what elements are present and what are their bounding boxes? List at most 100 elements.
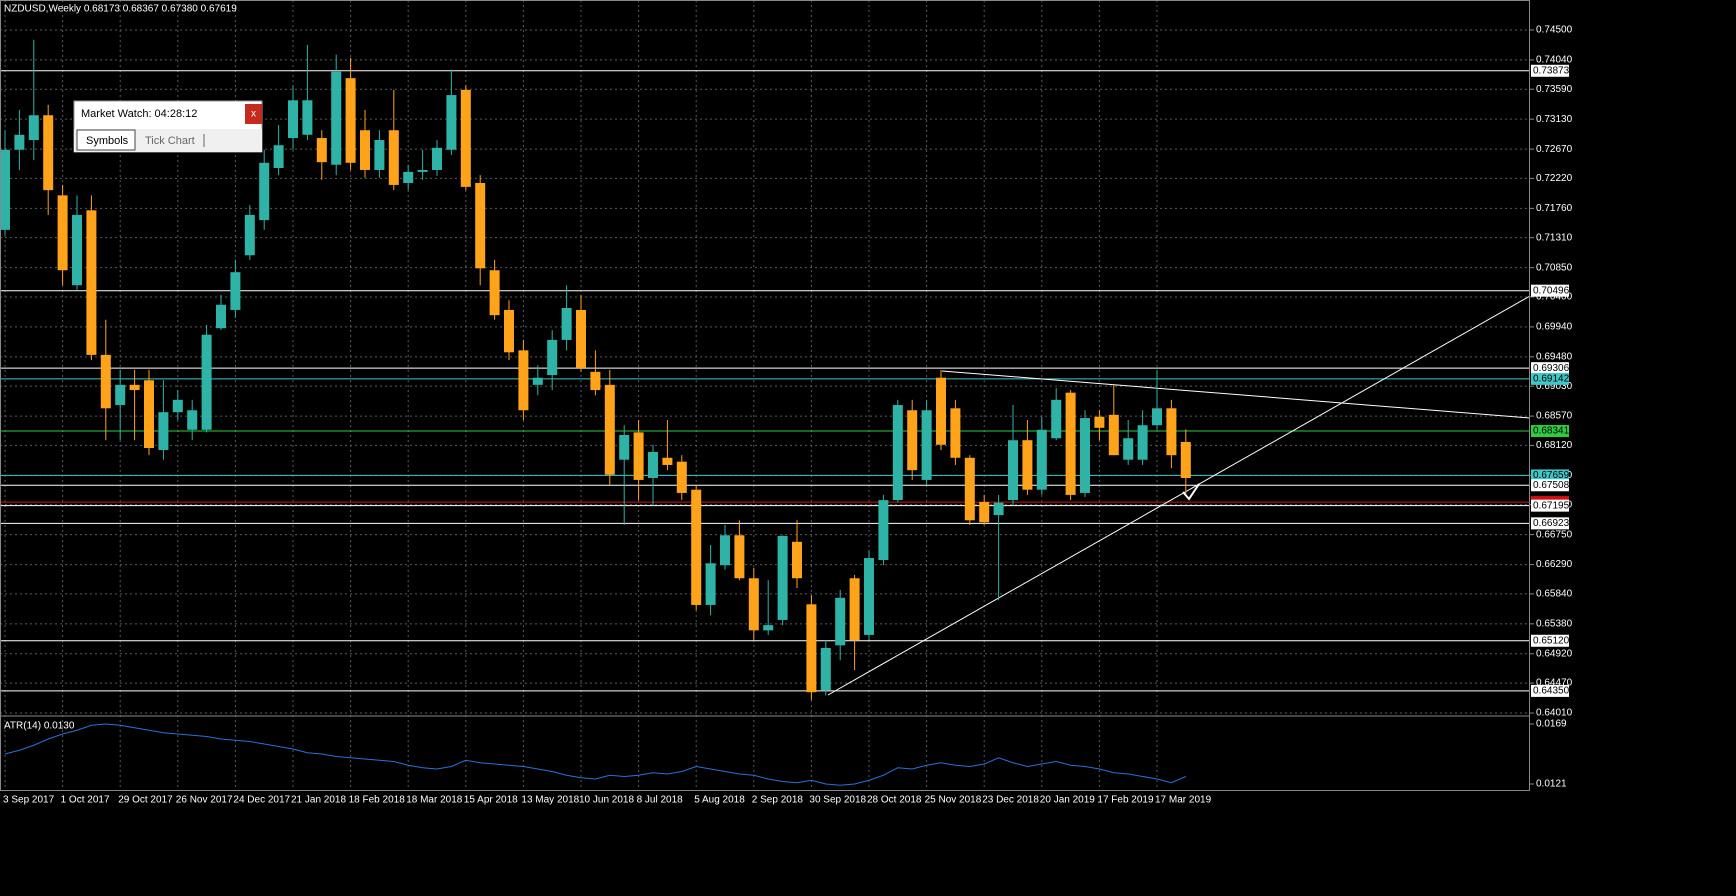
level-tag (1531, 499, 1569, 512)
candle-body (892, 405, 903, 501)
candle-body (360, 130, 370, 170)
x-tick-label: 17 Feb 2019 (1097, 795, 1154, 806)
candle-body (878, 500, 889, 561)
level-label: 0.69306 (1533, 363, 1570, 374)
x-tick-label: 18 Feb 2018 (349, 795, 406, 806)
level-label: 0.67659 (1533, 470, 1570, 481)
level-label: 0.68341 (1533, 426, 1570, 437)
level-label: 0.73873 (1533, 65, 1570, 76)
x-tick-label: 30 Sep 2018 (809, 795, 866, 806)
candle-body (835, 597, 846, 646)
candle-body (244, 214, 255, 256)
y-tick-label: 0.64470 (1536, 678, 1573, 689)
indicator-title: ATR(14) 0.0130 (4, 721, 75, 732)
candle-body (518, 350, 529, 411)
y-tick-label: 0.64010 (1536, 708, 1573, 719)
candle-body (979, 502, 990, 523)
y-tick-label: 0.65380 (1536, 618, 1573, 629)
candle-body (1123, 438, 1134, 460)
level-tag (1531, 684, 1569, 697)
candle-body (720, 535, 730, 566)
y-tick-label: 0.73130 (1536, 114, 1573, 125)
y-tick-label: 0.0121 (1536, 779, 1567, 790)
candle-body (489, 270, 500, 316)
level-label: 0.66923 (1533, 518, 1570, 529)
candle-body (302, 100, 313, 135)
level-tag (1531, 362, 1569, 375)
y-tick-label: 0.65840 (1536, 589, 1573, 600)
close-button[interactable] (245, 104, 262, 124)
tab-label[interactable]: Tick Chart (145, 135, 195, 147)
candle-body (288, 100, 298, 139)
candle-body (806, 604, 817, 693)
candle-body (1166, 408, 1177, 456)
y-tick-label: 0.72220 (1536, 173, 1573, 184)
x-tick-label: 26 Nov 2017 (176, 795, 233, 806)
y-tick-label: 0.0169 (1536, 719, 1567, 730)
y-tick-label: 0.66750 (1536, 529, 1573, 540)
atr-line (4, 723, 1186, 786)
level-label: 0.67195 (1533, 500, 1570, 511)
candle-body (604, 384, 615, 475)
candle-body (993, 502, 1004, 516)
level-label: 0.69142 (1533, 373, 1570, 384)
level-label: 0.64350 (1533, 686, 1570, 697)
y-tick-label: 0.68570 (1536, 411, 1573, 422)
candle-body (316, 138, 327, 163)
candle-body (1008, 440, 1018, 501)
y-tick-label: 0.68120 (1536, 440, 1573, 451)
y-tick-label: 0.70850 (1536, 262, 1573, 273)
candle-body (619, 434, 630, 460)
level-tag (1531, 634, 1569, 647)
candle-body (345, 78, 356, 163)
candle-body (100, 354, 111, 409)
candle-body (964, 457, 975, 521)
tab-label: Symbols (86, 135, 129, 147)
candle-body (331, 71, 342, 165)
y-tick-label: 0.64920 (1536, 648, 1573, 659)
candle-body (1108, 414, 1119, 456)
candle-body (1051, 399, 1062, 439)
y-tick-label: 0.74500 (1536, 25, 1573, 36)
candle-body (86, 210, 97, 355)
axis: 0.74500 0.74040 0.73590 0.73130 0.72670 0.722… (3, 25, 1573, 806)
candle-body (864, 558, 874, 635)
market-watch[interactable]: Market Watch: 04:28:12 x Symbols Tick Ch… (73, 100, 263, 153)
level-tag (1531, 517, 1569, 530)
y-tick-label: 0.71310 (1536, 232, 1573, 243)
candle-body (374, 140, 385, 170)
levels (0, 70, 1530, 692)
chart-frame (0, 0, 1530, 791)
candle-body (1022, 440, 1033, 490)
candle-body (172, 399, 183, 413)
candle-body (216, 304, 226, 329)
level-tag (1531, 469, 1569, 482)
y-tick-label: 0.72670 (1536, 144, 1573, 155)
x-tick-label: 10 Jun 2018 (579, 795, 634, 806)
grid (0, 0, 1530, 790)
candle-body (43, 115, 54, 191)
candle-body (849, 578, 860, 641)
x-tick-label: 17 Mar 2019 (1155, 795, 1212, 806)
candle-body (1137, 425, 1148, 460)
level-tag (1531, 64, 1569, 77)
level-tag (1531, 372, 1569, 385)
candle-body (417, 169, 428, 172)
candle-body (504, 309, 514, 353)
candle-body (763, 625, 774, 631)
candle-body (259, 162, 270, 221)
candle-body (14, 134, 25, 150)
level-label: 0.70496 (1533, 285, 1570, 296)
level-label: 0.65120 (1533, 635, 1570, 646)
candle-body (1180, 441, 1191, 479)
candle-body (403, 171, 414, 183)
candle-body (576, 309, 586, 368)
candle-body (633, 432, 644, 480)
trend-line (827, 295, 1531, 696)
candle-body (1065, 392, 1076, 495)
x-tick-label: 23 Dec 2018 (982, 795, 1039, 806)
candle-body (705, 563, 716, 605)
candle-body (748, 578, 759, 631)
x-tick-label: 25 Nov 2018 (925, 795, 982, 806)
tab-symbols[interactable] (76, 129, 136, 151)
